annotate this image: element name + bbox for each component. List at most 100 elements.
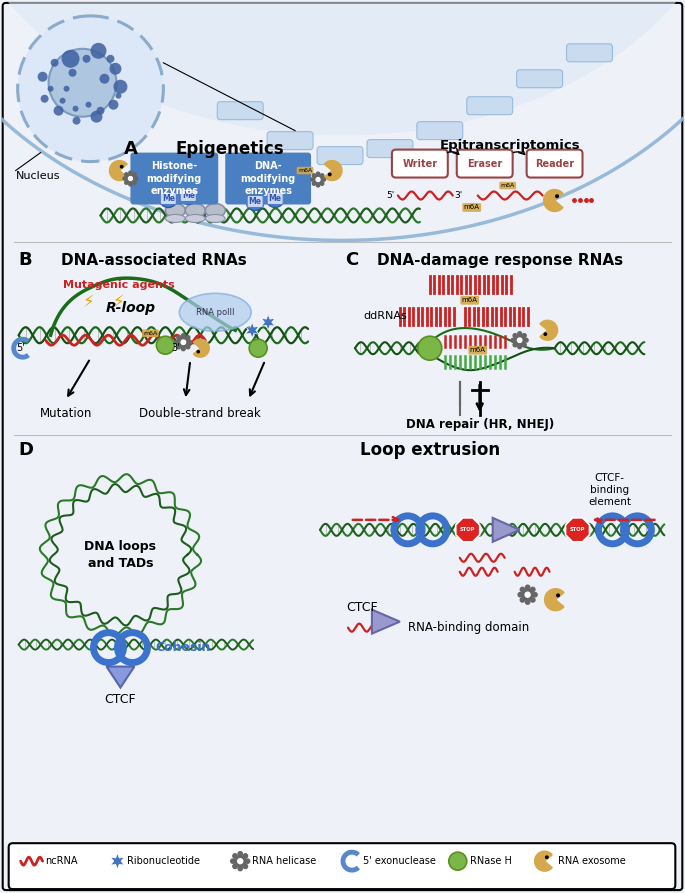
Circle shape [546,856,548,858]
Circle shape [106,54,114,63]
Circle shape [38,71,47,82]
Text: 5' exonuclease: 5' exonuclease [363,856,436,866]
Circle shape [524,338,528,342]
Circle shape [525,585,530,589]
Circle shape [321,174,324,177]
FancyBboxPatch shape [566,44,612,62]
Circle shape [418,337,442,360]
Circle shape [518,345,521,348]
Circle shape [557,594,560,597]
Circle shape [134,177,138,180]
Text: m6A: m6A [143,330,158,336]
Text: ⚡: ⚡ [112,293,124,312]
Circle shape [125,181,128,184]
Text: RNase H: RNase H [470,856,512,866]
Text: CTCF: CTCF [105,693,136,706]
Circle shape [90,43,106,59]
Circle shape [129,171,132,174]
Ellipse shape [165,214,186,222]
Circle shape [246,193,264,211]
Ellipse shape [206,204,225,218]
Ellipse shape [186,214,206,222]
Text: Reader: Reader [535,159,574,169]
Circle shape [68,69,77,77]
Text: Cohesin: Cohesin [155,641,211,654]
Circle shape [179,187,197,204]
Circle shape [531,588,535,592]
Text: STOP: STOP [460,528,475,532]
Circle shape [245,859,250,864]
FancyBboxPatch shape [516,70,562,88]
Circle shape [181,340,186,345]
Polygon shape [372,610,400,634]
Circle shape [73,105,79,112]
Circle shape [316,178,320,181]
Circle shape [518,332,521,336]
Circle shape [64,86,70,92]
Circle shape [266,189,284,207]
Text: ⚡: ⚡ [83,293,95,312]
Text: Me: Me [269,194,282,203]
Text: DNA loops
and TADs: DNA loops and TADs [84,539,156,570]
Circle shape [449,852,466,870]
Text: 3': 3' [455,191,463,200]
Text: Epigenetics: Epigenetics [176,139,284,157]
Circle shape [177,345,181,349]
Text: Me: Me [182,191,195,200]
Circle shape [233,854,237,858]
Circle shape [116,93,121,99]
Text: D: D [18,441,33,459]
Wedge shape [540,321,558,340]
Text: 5': 5' [386,191,395,200]
Polygon shape [245,322,259,338]
Circle shape [249,339,267,357]
Circle shape [533,593,537,597]
Text: m6A: m6A [464,204,479,211]
Text: B: B [18,251,32,270]
Circle shape [51,59,59,67]
Polygon shape [106,666,134,688]
Circle shape [186,345,190,349]
Ellipse shape [0,0,685,136]
Circle shape [243,864,247,869]
FancyBboxPatch shape [317,146,363,164]
Circle shape [521,588,525,592]
Circle shape [312,182,316,185]
Circle shape [556,195,558,197]
Circle shape [156,337,175,355]
Circle shape [513,343,517,346]
Polygon shape [456,518,480,542]
Text: RNA helicase: RNA helicase [252,856,316,866]
Text: Histone-
modifying
enzymes: Histone- modifying enzymes [147,161,202,196]
FancyBboxPatch shape [217,102,263,120]
Circle shape [522,589,533,600]
Circle shape [544,333,547,336]
Circle shape [175,340,179,344]
Text: Me: Me [162,194,175,203]
Circle shape [97,106,105,114]
Text: Epitranscriptomics: Epitranscriptomics [439,139,580,152]
Circle shape [47,86,53,92]
Circle shape [62,50,79,68]
Circle shape [186,336,190,339]
Circle shape [238,852,242,856]
FancyBboxPatch shape [9,843,675,889]
Circle shape [49,49,116,117]
Circle shape [525,600,530,605]
Circle shape [177,336,181,339]
FancyBboxPatch shape [130,153,219,204]
Circle shape [182,334,185,338]
Circle shape [321,182,324,185]
Circle shape [525,592,530,597]
Circle shape [243,854,247,858]
Circle shape [513,334,517,338]
Circle shape [523,334,526,338]
Circle shape [60,97,66,104]
Ellipse shape [186,204,206,218]
FancyBboxPatch shape [527,150,582,178]
Text: Writer: Writer [402,159,438,169]
Circle shape [73,117,81,125]
Circle shape [126,174,135,183]
Text: ncRNA: ncRNA [46,856,78,866]
Text: DNA-
modifying
enzymes: DNA- modifying enzymes [240,161,296,196]
